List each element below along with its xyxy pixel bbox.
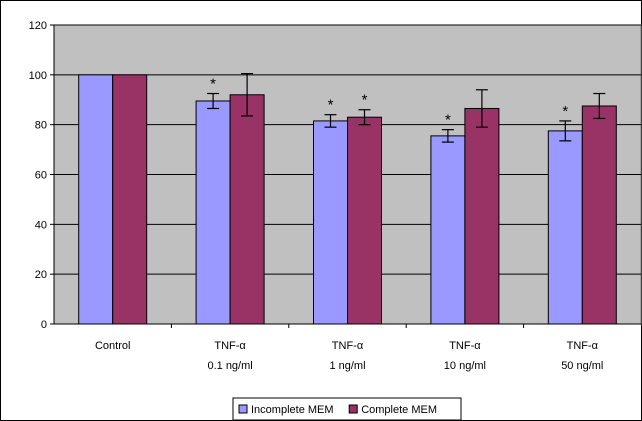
x-tick-label: TNF-α [449, 340, 481, 352]
x-tick-label: 10 ng/ml [444, 360, 486, 372]
significance-star: * [328, 97, 334, 114]
x-tick-label: Control [95, 340, 130, 352]
y-tick-label: 20 [35, 269, 47, 281]
x-tick-label: 50 ng/ml [561, 360, 603, 372]
bar-complete-mem [465, 108, 499, 324]
bar-incomplete-mem [196, 101, 230, 324]
bar-complete-mem [348, 117, 382, 324]
legend-label: Complete MEM [361, 404, 437, 416]
significance-star: * [562, 103, 568, 120]
y-tick-label: 120 [29, 20, 47, 32]
x-tick-label: TNF-α [214, 340, 246, 352]
significance-star: * [210, 76, 216, 93]
y-tick-label: 100 [29, 70, 47, 82]
y-tick-label: 60 [35, 170, 47, 182]
bar-incomplete-mem [314, 121, 348, 324]
y-tick-label: 40 [35, 219, 47, 231]
legend-label: Incomplete MEM [251, 404, 334, 416]
bar-complete-mem [113, 75, 147, 324]
y-tick-label: 80 [35, 120, 47, 132]
significance-star: * [362, 92, 368, 109]
y-tick-label: 0 [41, 319, 47, 331]
bar-incomplete-mem [79, 75, 113, 324]
bar-incomplete-mem [431, 136, 465, 324]
x-tick-label: TNF-α [332, 340, 364, 352]
legend: Incomplete MEM Complete MEM [233, 398, 461, 420]
legend-swatch [349, 405, 357, 413]
x-tick-label: TNF-α [567, 340, 599, 352]
significance-star: * [445, 112, 451, 129]
x-tick-label: 0.1 ng/ml [207, 360, 252, 372]
legend-swatch [239, 405, 247, 413]
bar-incomplete-mem [548, 131, 582, 324]
bar-complete-mem [582, 106, 616, 324]
x-tick-label: 1 ng/ml [329, 360, 365, 372]
bar-complete-mem [230, 95, 264, 324]
